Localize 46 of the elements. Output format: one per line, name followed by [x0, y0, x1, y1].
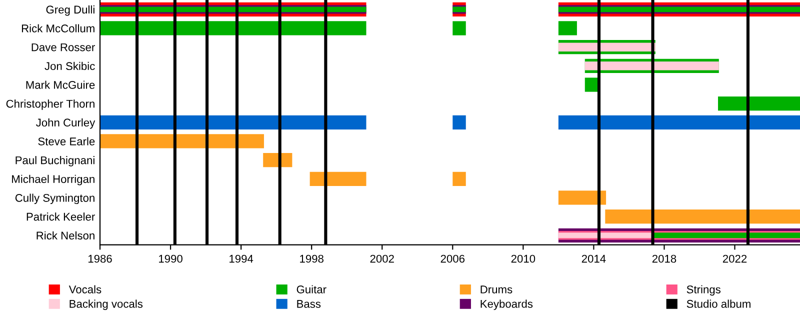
x-tick-label: 2018	[652, 254, 676, 263]
y-tick-label: Greg Dulli	[46, 5, 94, 16]
bar	[718, 96, 800, 111]
bar	[654, 232, 800, 238]
y-tick-label: Steve Earle	[38, 137, 95, 146]
legend-label: Backing vocals	[70, 300, 143, 310]
legend-label: Drums	[480, 286, 512, 294]
legend-label: Bass	[297, 300, 321, 308]
bar	[100, 115, 366, 130]
y-tick-label: John Curley	[36, 118, 96, 129]
y-tick-label: Michael Horrigan	[12, 174, 94, 186]
bar	[558, 42, 656, 52]
bar	[558, 21, 577, 36]
bar	[100, 21, 366, 36]
bar	[584, 62, 719, 70]
legend-label: Guitar	[296, 285, 326, 294]
bar	[452, 172, 466, 186]
y-tick-label: Christopher Thorn	[6, 100, 94, 110]
legend-label: Vocals	[68, 285, 102, 294]
bar	[452, 115, 466, 130]
legend-label: Keyboards	[480, 300, 533, 310]
x-tick-label: 1990	[159, 254, 182, 263]
y-tick-label: Cully Symington	[15, 194, 94, 204]
x-tick-label: 2014	[582, 254, 606, 263]
y-tick-label: Dave Rosser	[32, 43, 95, 52]
y-tick-label: Jon Skibic	[44, 62, 95, 70]
y-tick-label: Paul Buchignani	[16, 156, 94, 166]
bar	[558, 115, 800, 130]
legend-label: Strings	[686, 285, 720, 296]
y-tick-label: Rick Nelson	[36, 231, 94, 240]
x-tick-label: 2022	[722, 254, 747, 263]
legend-label: Studio album	[686, 300, 750, 308]
bar	[310, 172, 366, 186]
bar	[100, 134, 264, 148]
x-tick-label: 2006	[440, 254, 465, 263]
bar	[452, 21, 466, 36]
y-tick-label: Rick McCollum	[22, 24, 94, 32]
y-tick-label: Mark McGuire	[26, 80, 95, 89]
bar	[605, 209, 800, 224]
x-tick-label: 2010	[511, 254, 536, 263]
x-tick-label: 1986	[88, 254, 112, 263]
x-tick-label: 1998	[300, 254, 324, 263]
x-tick-label: 2002	[370, 254, 394, 263]
x-tick-label: 1994	[230, 254, 254, 263]
bar	[558, 190, 606, 205]
y-tick-label: Patrick Keeler	[26, 212, 95, 221]
